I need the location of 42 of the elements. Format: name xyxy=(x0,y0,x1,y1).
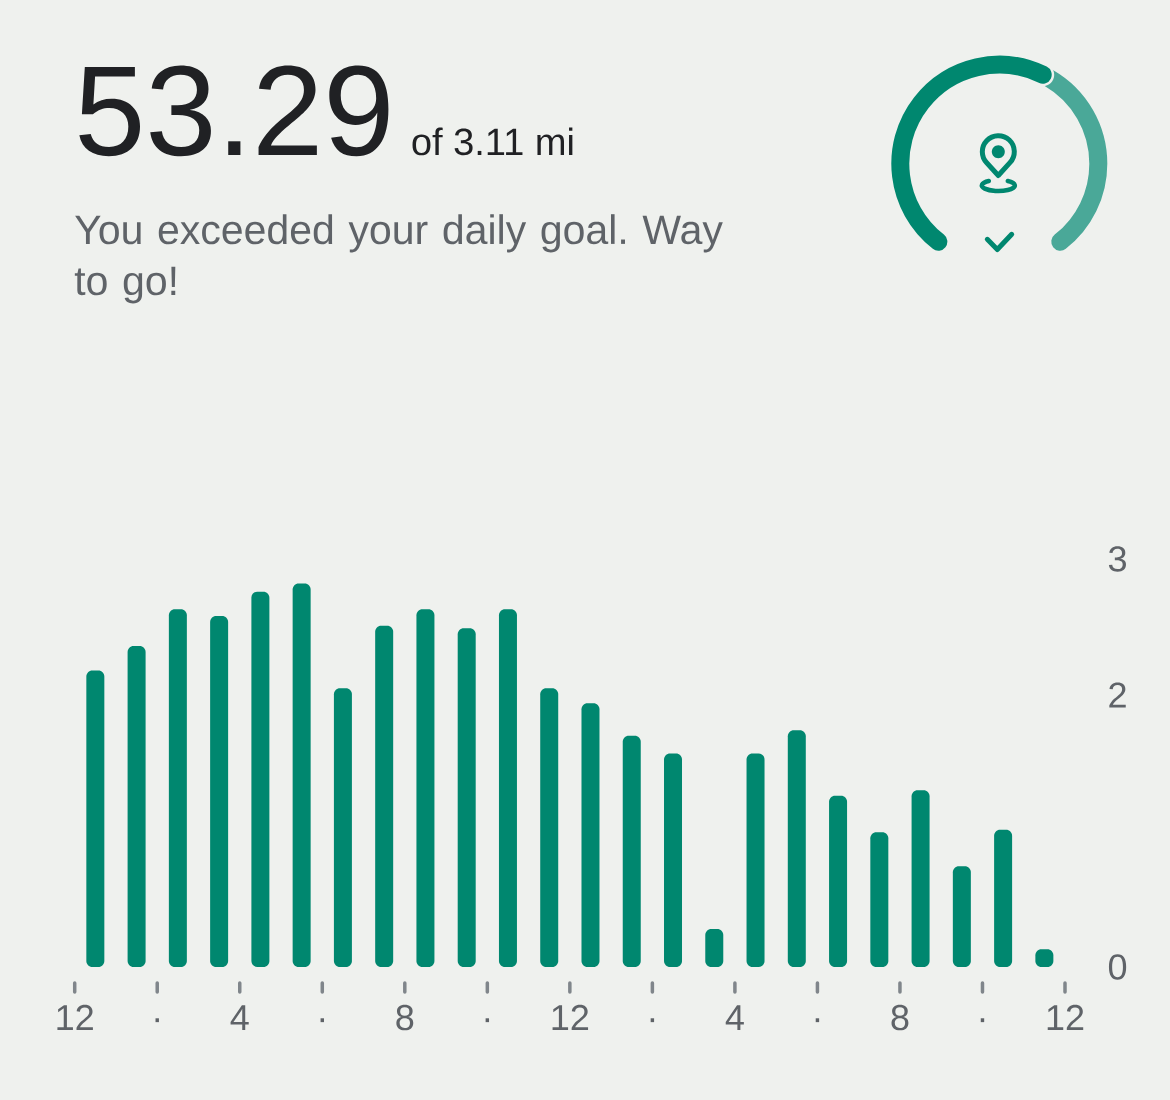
bar xyxy=(333,688,352,967)
bar xyxy=(292,583,311,967)
x-tick-label: · xyxy=(980,1018,985,1023)
bar xyxy=(952,866,971,967)
x-tick-label: 8 xyxy=(396,1004,414,1031)
bar xyxy=(127,646,146,967)
bar xyxy=(746,753,765,967)
bar xyxy=(829,795,848,967)
bar xyxy=(86,670,105,967)
bar xyxy=(210,616,229,967)
x-tick-label: 12 xyxy=(552,1004,589,1030)
y-tick-label: 2 xyxy=(1109,682,1126,708)
bar xyxy=(994,829,1013,967)
bar xyxy=(540,688,559,967)
x-tick-label: 4 xyxy=(725,1005,744,1030)
bar xyxy=(168,609,187,967)
x-tick-label: 8 xyxy=(891,1004,909,1031)
chart-subtitle: of 3.11 mi xyxy=(412,127,573,156)
x-tick-label: · xyxy=(155,1018,159,1023)
bar xyxy=(251,591,270,967)
bar xyxy=(416,609,435,967)
x-tick-label: 4 xyxy=(230,1005,249,1030)
x-tick-label: · xyxy=(320,1018,324,1023)
bar xyxy=(705,928,724,967)
chart-title: 53.29 xyxy=(79,65,389,157)
x-tick-label: · xyxy=(485,1018,490,1023)
bar xyxy=(622,735,641,967)
x-tick-label: · xyxy=(650,1018,655,1023)
bar xyxy=(457,628,476,967)
bar xyxy=(870,832,889,967)
bar xyxy=(664,753,683,967)
x-tick-label: 12 xyxy=(1047,1004,1084,1030)
x-tick-label: 12 xyxy=(57,1004,93,1030)
y-tick-label: 0 xyxy=(1108,954,1127,980)
text: You exceeded your daily goal. Way to go! xyxy=(74,214,723,304)
bar xyxy=(375,625,394,967)
bar xyxy=(787,730,806,967)
x-tick-label: · xyxy=(815,1018,820,1023)
bar xyxy=(498,609,517,967)
y-tick-label: 3 xyxy=(1108,546,1126,572)
bar xyxy=(581,703,600,967)
bar xyxy=(911,790,930,967)
